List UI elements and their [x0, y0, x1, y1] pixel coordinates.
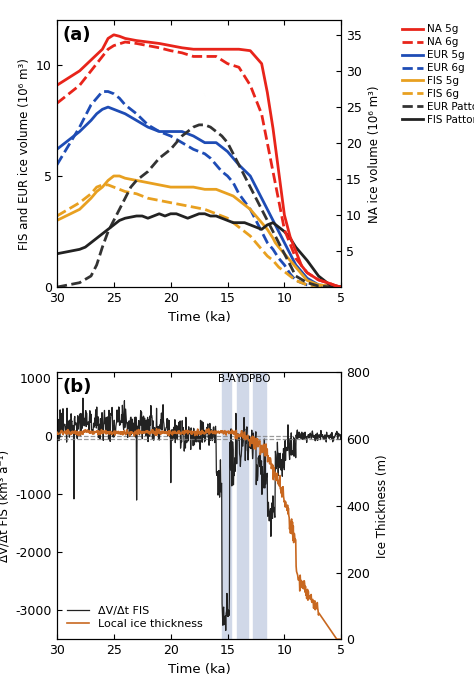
Y-axis label: Ice Thickness (m): Ice Thickness (m) — [376, 454, 389, 558]
Bar — [222, 373, 231, 639]
Text: B-A: B-A — [218, 375, 235, 384]
X-axis label: Time (ka): Time (ka) — [168, 662, 230, 676]
Bar — [237, 373, 248, 639]
Y-axis label: FIS and EUR ice volume (10⁶ m³): FIS and EUR ice volume (10⁶ m³) — [18, 58, 31, 250]
Text: PBO: PBO — [249, 375, 270, 384]
Text: (b): (b) — [63, 378, 92, 396]
X-axis label: Time (ka): Time (ka) — [168, 311, 230, 324]
Bar — [253, 373, 266, 639]
Text: (a): (a) — [63, 26, 91, 44]
Legend: ΔV/Δt FIS, Local ice thickness: ΔV/Δt FIS, Local ice thickness — [63, 601, 207, 634]
Text: YD: YD — [235, 375, 249, 384]
Legend: NA 5g, NA 6g, EUR 5g, EUR 6g, FIS 5g, FIS 6g, EUR Patton, FIS Patton: NA 5g, NA 6g, EUR 5g, EUR 6g, FIS 5g, FI… — [398, 20, 474, 129]
Y-axis label: ΔV/Δt FIS (km³ a⁻¹): ΔV/Δt FIS (km³ a⁻¹) — [0, 449, 10, 562]
Y-axis label: NA ice volume (10⁶ m³): NA ice volume (10⁶ m³) — [367, 85, 381, 222]
